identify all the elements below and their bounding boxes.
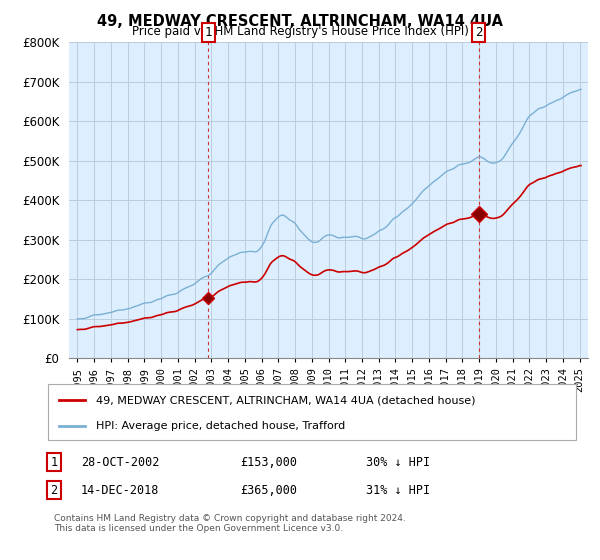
FancyBboxPatch shape (48, 384, 576, 440)
Text: Contains HM Land Registry data © Crown copyright and database right 2024.
This d: Contains HM Land Registry data © Crown c… (54, 514, 406, 533)
Text: £153,000: £153,000 (240, 455, 297, 469)
Text: 49, MEDWAY CRESCENT, ALTRINCHAM, WA14 4UA (detached house): 49, MEDWAY CRESCENT, ALTRINCHAM, WA14 4U… (95, 395, 475, 405)
Text: 2: 2 (475, 26, 482, 39)
Text: 30% ↓ HPI: 30% ↓ HPI (366, 455, 430, 469)
Text: 28-OCT-2002: 28-OCT-2002 (81, 455, 160, 469)
Text: 31% ↓ HPI: 31% ↓ HPI (366, 483, 430, 497)
Text: 1: 1 (205, 26, 212, 39)
Text: 14-DEC-2018: 14-DEC-2018 (81, 483, 160, 497)
Text: 2: 2 (50, 483, 58, 497)
Text: £365,000: £365,000 (240, 483, 297, 497)
Text: 49, MEDWAY CRESCENT, ALTRINCHAM, WA14 4UA: 49, MEDWAY CRESCENT, ALTRINCHAM, WA14 4U… (97, 14, 503, 29)
Text: Price paid vs. HM Land Registry's House Price Index (HPI): Price paid vs. HM Land Registry's House … (131, 25, 469, 38)
Text: 1: 1 (50, 455, 58, 469)
Text: HPI: Average price, detached house, Trafford: HPI: Average price, detached house, Traf… (95, 421, 345, 431)
